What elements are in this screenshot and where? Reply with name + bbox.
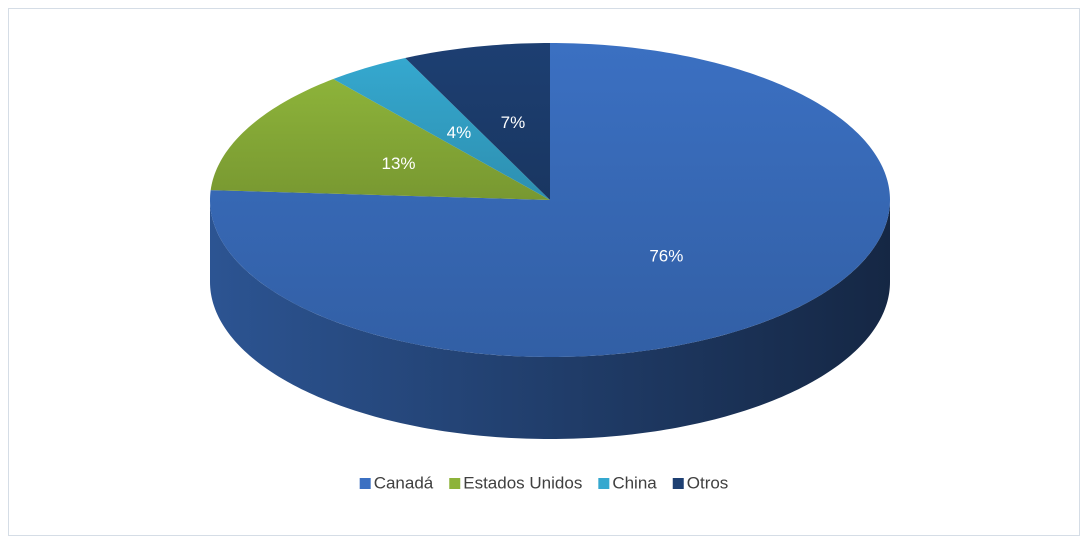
- data-label: 7%: [501, 113, 526, 132]
- legend-swatch: [359, 478, 371, 489]
- slice-side: [210, 200, 890, 439]
- data-label: 13%: [382, 154, 416, 173]
- slice: [333, 57, 550, 200]
- legend-swatch: [598, 478, 610, 489]
- slice: [210, 43, 890, 357]
- legend-swatch: [449, 478, 461, 489]
- slice: [405, 43, 550, 200]
- legend-swatch: [672, 478, 684, 489]
- legend-label: Estados Unidos: [463, 473, 582, 492]
- slice: [210, 79, 551, 200]
- legend-label: Otros: [687, 473, 729, 492]
- legend-label: China: [612, 473, 657, 492]
- data-label: 4%: [447, 123, 472, 142]
- legend-label: Canadá: [374, 473, 434, 492]
- data-label: 76%: [649, 247, 683, 266]
